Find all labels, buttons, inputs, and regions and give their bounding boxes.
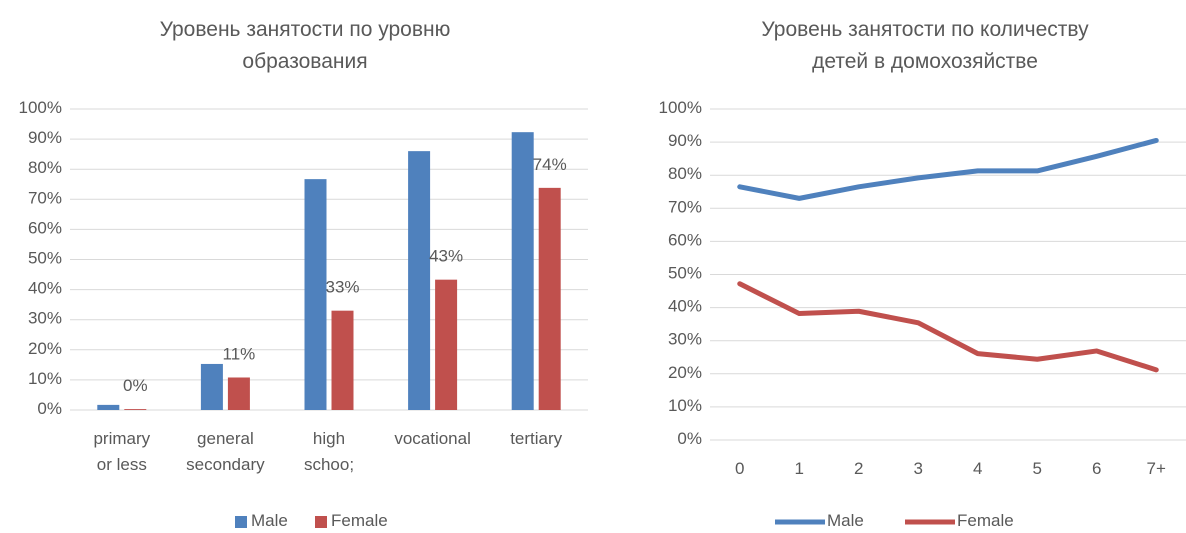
- line: [737, 281, 1159, 373]
- y-tick-label: 10%: [28, 369, 62, 388]
- y-tick-label: 20%: [28, 339, 62, 358]
- x-tick-label: 1: [795, 459, 804, 478]
- y-tick-label: 90%: [668, 132, 702, 151]
- y-tick-label: 80%: [668, 165, 702, 184]
- line: [737, 137, 1159, 201]
- bar: [227, 377, 250, 410]
- bar: [200, 363, 223, 410]
- y-tick-label: 90%: [28, 129, 62, 148]
- y-tick-label: 50%: [668, 264, 702, 283]
- legend-swatch: [315, 516, 327, 528]
- y-tick-label: 60%: [668, 231, 702, 250]
- y-tick-label: 100%: [19, 98, 62, 117]
- x-tick-label: 6: [1092, 459, 1101, 478]
- y-tick-label: 50%: [28, 249, 62, 268]
- y-tick-label: 70%: [668, 198, 702, 217]
- bar: [97, 404, 120, 410]
- x-tick-label: 7+: [1147, 459, 1166, 478]
- data-label: 33%: [325, 278, 359, 297]
- y-tick-label: 30%: [668, 330, 702, 349]
- x-tick-label: primary or less: [93, 429, 150, 474]
- y-tick-label: 40%: [28, 279, 62, 298]
- x-tick-label: tertiary: [510, 429, 562, 448]
- chart-title: Уровень занятости по уровню образования: [160, 18, 451, 73]
- chart-title: Уровень занятости по количеству детей в д…: [761, 18, 1089, 73]
- y-tick-label: 60%: [28, 219, 62, 238]
- data-label: 74%: [533, 155, 567, 174]
- bar: [435, 279, 458, 410]
- y-tick-label: 40%: [668, 297, 702, 316]
- data-label: 43%: [429, 247, 463, 266]
- y-tick-label: 20%: [668, 363, 702, 382]
- x-tick-label: 4: [973, 459, 982, 478]
- y-tick-label: 10%: [668, 396, 702, 415]
- x-tick-label: 5: [1033, 459, 1042, 478]
- x-tick-label: 2: [854, 459, 863, 478]
- bar: [538, 187, 561, 410]
- legend-label: Female: [957, 511, 1014, 530]
- y-tick-label: 0%: [37, 399, 62, 418]
- bar: [124, 409, 147, 410]
- bar: [304, 179, 327, 410]
- y-tick-label: 100%: [659, 98, 702, 117]
- x-tick-label: vocational: [394, 429, 471, 448]
- data-label: 0%: [123, 377, 148, 396]
- y-tick-label: 70%: [28, 189, 62, 208]
- bar: [408, 151, 431, 410]
- data-label: 11%: [223, 345, 256, 364]
- legend-swatch: [235, 516, 247, 528]
- x-tick-label: high schoo;: [304, 429, 354, 474]
- bar: [331, 310, 354, 410]
- x-tick-label: 0: [735, 459, 744, 478]
- legend-label: Female: [331, 511, 388, 530]
- bar: [511, 132, 534, 410]
- legend-label: Male: [251, 511, 288, 530]
- x-tick-label: general secondary: [186, 429, 265, 474]
- y-tick-label: 0%: [677, 429, 702, 448]
- y-tick-label: 80%: [28, 159, 62, 178]
- legend-label: Male: [827, 511, 864, 530]
- y-tick-label: 30%: [28, 309, 62, 328]
- x-tick-label: 3: [914, 459, 923, 478]
